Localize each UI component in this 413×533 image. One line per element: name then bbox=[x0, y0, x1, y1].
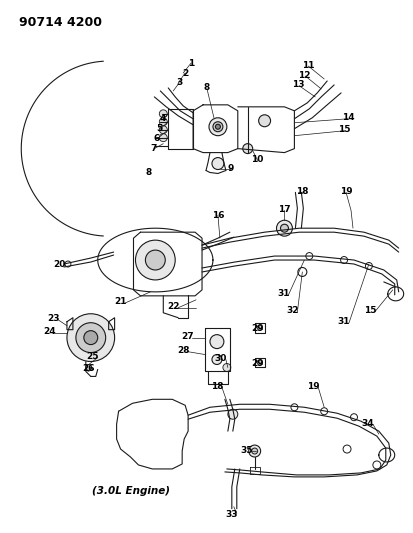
Text: 19: 19 bbox=[340, 187, 352, 196]
Text: 35: 35 bbox=[240, 446, 253, 455]
Text: (3.0L Engine): (3.0L Engine) bbox=[92, 486, 169, 496]
Circle shape bbox=[249, 445, 261, 457]
Text: 18: 18 bbox=[296, 187, 309, 196]
Circle shape bbox=[298, 268, 307, 277]
Text: 14: 14 bbox=[342, 114, 354, 122]
Text: 8: 8 bbox=[145, 168, 152, 177]
Circle shape bbox=[76, 322, 106, 352]
Circle shape bbox=[351, 414, 358, 421]
Circle shape bbox=[373, 461, 381, 469]
Text: 18: 18 bbox=[211, 382, 223, 391]
Text: 15: 15 bbox=[338, 125, 350, 134]
Circle shape bbox=[243, 144, 253, 154]
Text: 9: 9 bbox=[228, 164, 234, 173]
Circle shape bbox=[212, 354, 222, 365]
Text: 20: 20 bbox=[53, 260, 65, 269]
Circle shape bbox=[306, 253, 313, 260]
Text: 8: 8 bbox=[204, 84, 210, 92]
Circle shape bbox=[210, 335, 224, 349]
Text: 21: 21 bbox=[114, 297, 127, 306]
Text: 19: 19 bbox=[307, 382, 320, 391]
Text: 34: 34 bbox=[362, 419, 374, 427]
Circle shape bbox=[321, 408, 328, 415]
Text: 15: 15 bbox=[363, 306, 376, 315]
Text: 4: 4 bbox=[159, 114, 166, 123]
Circle shape bbox=[159, 134, 167, 142]
Text: 13: 13 bbox=[292, 80, 305, 90]
Text: 10: 10 bbox=[252, 155, 264, 164]
Text: 25: 25 bbox=[86, 352, 99, 361]
Circle shape bbox=[159, 110, 167, 118]
Circle shape bbox=[213, 122, 223, 132]
Text: 31: 31 bbox=[277, 289, 290, 298]
Circle shape bbox=[291, 404, 298, 411]
Text: 30: 30 bbox=[215, 354, 227, 363]
Text: 17: 17 bbox=[278, 205, 291, 214]
Text: 23: 23 bbox=[47, 314, 59, 323]
Text: 33: 33 bbox=[225, 510, 238, 519]
Circle shape bbox=[86, 365, 92, 370]
Text: 31: 31 bbox=[338, 317, 350, 326]
Circle shape bbox=[67, 314, 115, 361]
Text: 5: 5 bbox=[156, 124, 162, 133]
Text: 2: 2 bbox=[182, 69, 188, 77]
Circle shape bbox=[223, 364, 231, 372]
Circle shape bbox=[341, 256, 348, 263]
Circle shape bbox=[257, 360, 262, 365]
Circle shape bbox=[216, 124, 221, 129]
Circle shape bbox=[343, 445, 351, 453]
Text: 32: 32 bbox=[286, 306, 299, 315]
Circle shape bbox=[135, 240, 175, 280]
Text: 90714 4200: 90714 4200 bbox=[19, 17, 102, 29]
Circle shape bbox=[228, 409, 238, 419]
Circle shape bbox=[277, 220, 292, 236]
Circle shape bbox=[280, 224, 288, 232]
Circle shape bbox=[366, 263, 373, 270]
Circle shape bbox=[159, 118, 167, 126]
Circle shape bbox=[212, 158, 224, 169]
Text: 3: 3 bbox=[176, 78, 182, 87]
Circle shape bbox=[209, 118, 227, 136]
Text: 29: 29 bbox=[252, 324, 264, 333]
Text: 12: 12 bbox=[298, 70, 311, 79]
Circle shape bbox=[145, 250, 165, 270]
Text: 6: 6 bbox=[153, 134, 159, 143]
Text: 26: 26 bbox=[83, 364, 95, 373]
Text: 24: 24 bbox=[43, 327, 55, 336]
Text: 1: 1 bbox=[188, 59, 194, 68]
Circle shape bbox=[252, 448, 258, 454]
Text: 29: 29 bbox=[252, 359, 264, 368]
Text: 27: 27 bbox=[181, 332, 193, 341]
Text: 16: 16 bbox=[212, 211, 224, 220]
Text: 11: 11 bbox=[302, 61, 315, 69]
Text: 22: 22 bbox=[167, 302, 180, 311]
Circle shape bbox=[257, 325, 262, 330]
Circle shape bbox=[65, 261, 71, 267]
Text: 7: 7 bbox=[150, 144, 157, 153]
Circle shape bbox=[159, 126, 167, 134]
Circle shape bbox=[84, 330, 98, 345]
Text: 28: 28 bbox=[177, 346, 190, 355]
Circle shape bbox=[259, 115, 271, 127]
